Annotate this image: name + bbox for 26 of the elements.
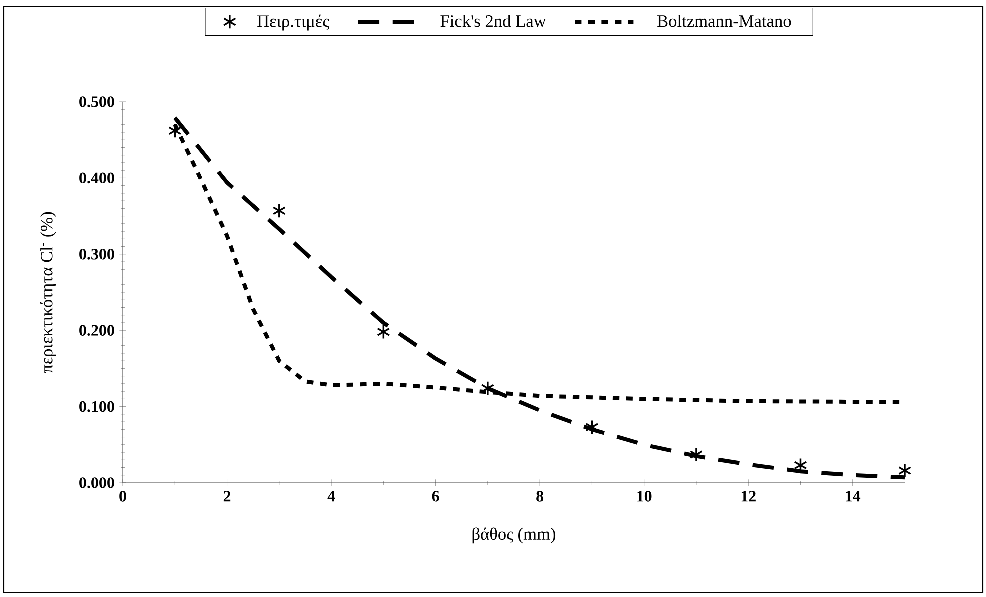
point: [168, 123, 182, 138]
point: [586, 420, 599, 435]
y-tick-label: 0.300: [80, 248, 114, 260]
y-axis-title: περιεκτικότητα Cl$^{-}$ (%): [40, 212, 56, 374]
point: [481, 380, 495, 396]
point: [377, 324, 390, 340]
y-tick-label: 0.200: [80, 325, 114, 336]
x-tick-label: 4: [328, 491, 336, 502]
legend-label: Fick's 2nd Law: [440, 14, 546, 28]
y-tick-label: 0.400: [80, 172, 114, 184]
y-tick-label: 0.500: [80, 96, 114, 108]
x-tick-label: 0: [120, 491, 126, 502]
y-tick-label: 0.000: [80, 478, 114, 488]
x-tick-label: 12: [742, 491, 756, 502]
x-tick-label: 8: [536, 491, 544, 502]
legend-label: Πειρ.τιμές: [258, 14, 330, 31]
x-axis-title: βάθος (mm): [472, 528, 556, 544]
y-tick-label: 0.100: [80, 401, 114, 412]
x-tick-label: 2: [224, 491, 231, 502]
point: [898, 463, 912, 478]
point: [272, 203, 286, 219]
x-tick-label: 10: [638, 491, 652, 502]
point: [690, 447, 704, 462]
x-tick-label: 6: [432, 491, 440, 502]
legend-label: Boltzmann-Matano: [658, 14, 792, 28]
x-tick-label: 14: [846, 491, 861, 502]
